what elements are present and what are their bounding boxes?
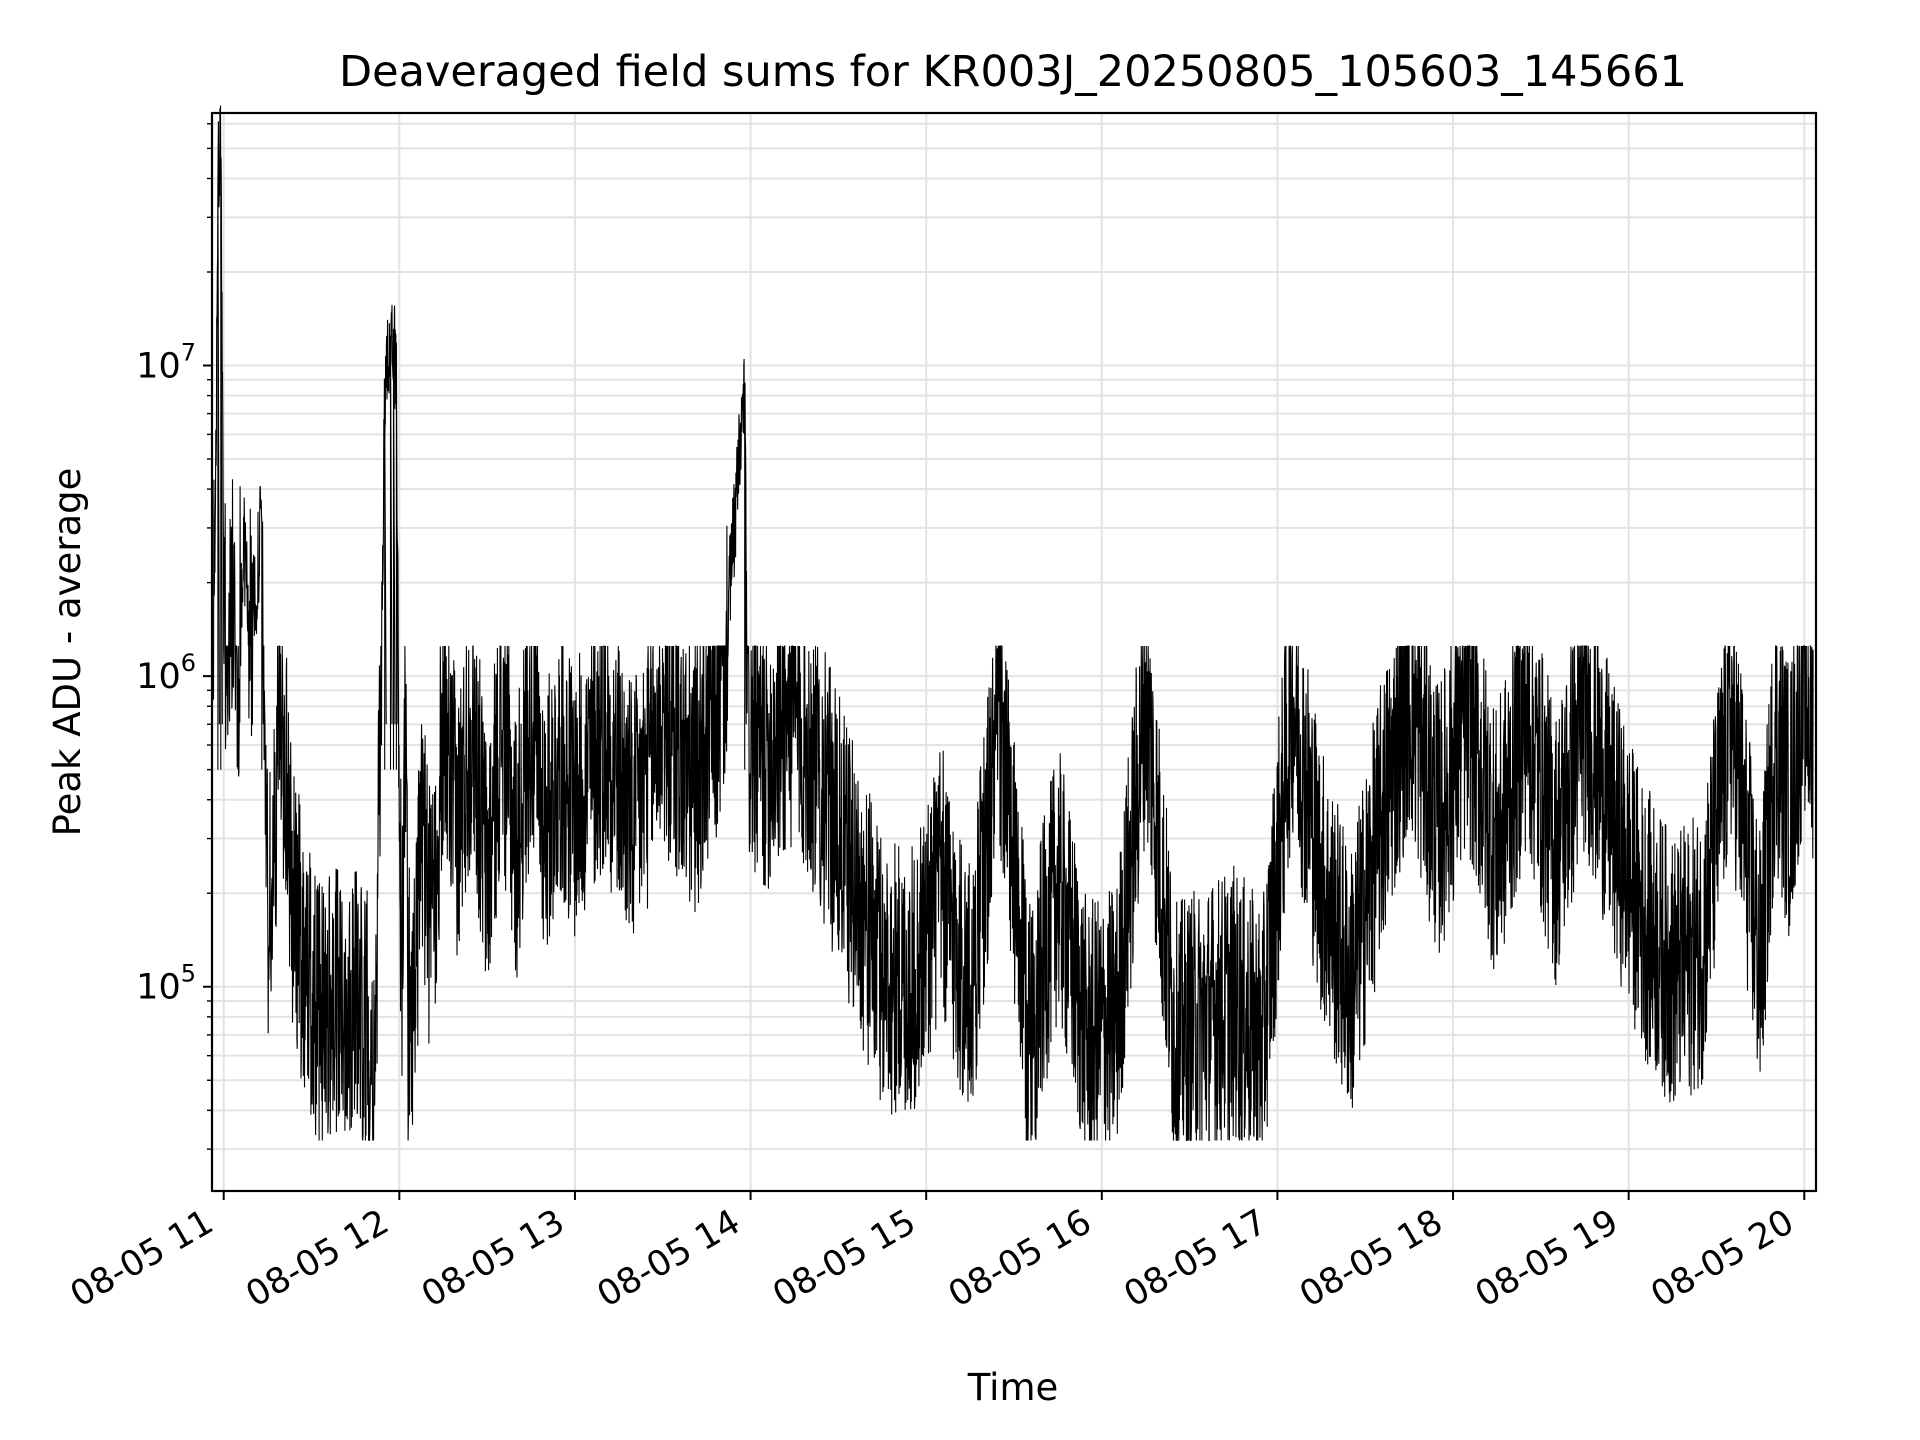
plot-frame xyxy=(210,111,1818,1193)
x-tick-label: 08-05 12 xyxy=(240,1202,396,1315)
y-tick-label: 105 xyxy=(136,960,196,1008)
x-tick-label: 08-05 19 xyxy=(1469,1202,1625,1315)
grid xyxy=(212,113,1816,1191)
x-tick-label: 08-05 18 xyxy=(1293,1202,1449,1315)
x-tick-label: 08-05 17 xyxy=(1118,1202,1274,1315)
x-tick-label: 08-05 16 xyxy=(942,1202,1098,1315)
x-tick-label: 08-05 13 xyxy=(415,1202,571,1315)
chart-title: Deaveraged field sums for KR003J_2025080… xyxy=(339,47,1687,97)
x-tick-label: 08-05 15 xyxy=(766,1202,922,1315)
series xyxy=(211,105,1814,1142)
x-tick-label: 08-05 20 xyxy=(1645,1202,1801,1315)
x-tick-label: 08-05 14 xyxy=(591,1202,747,1315)
x-axis-label: Time xyxy=(967,1366,1059,1409)
y-axis-label: Peak ADU - average xyxy=(46,468,89,837)
y-tick-label: 106 xyxy=(136,649,196,697)
data-line xyxy=(211,105,1814,1142)
x-tick-label: 08-05 11 xyxy=(64,1202,220,1315)
y-tick-label: 107 xyxy=(136,339,196,387)
y-ticks: 105 106 107 xyxy=(136,123,212,1150)
x-ticks: 08-05 11 08-05 12 08-05 13 08-05 14 08-05 15… xyxy=(64,1191,1806,1315)
